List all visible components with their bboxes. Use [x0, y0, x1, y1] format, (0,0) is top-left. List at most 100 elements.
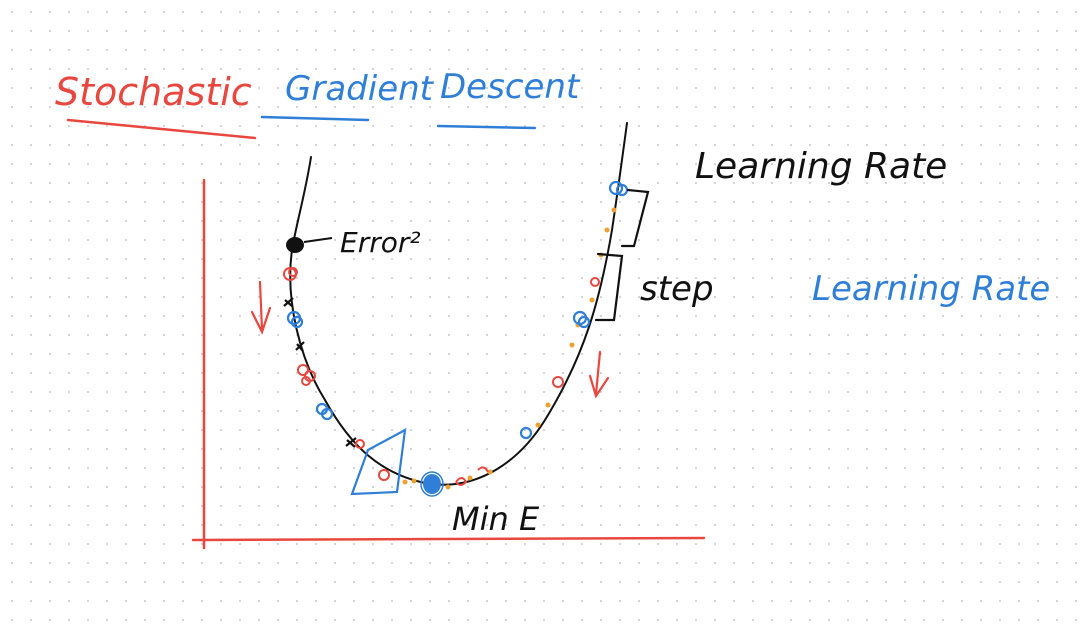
- grid-dot: [771, 600, 773, 602]
- grid-dot: [334, 467, 336, 469]
- grid-dot: [714, 258, 716, 260]
- grid-dot: [885, 410, 887, 412]
- grid-dot: [847, 600, 849, 602]
- grid-dot: [220, 353, 222, 355]
- grid-dot: [543, 505, 545, 507]
- grid-dot: [182, 125, 184, 127]
- grid-dot: [809, 258, 811, 260]
- grid-dot: [353, 391, 355, 393]
- grid-dot: [885, 30, 887, 32]
- grid-dot: [11, 68, 13, 70]
- grid-dot: [638, 315, 640, 317]
- grid-dot: [524, 391, 526, 393]
- grid-dot: [885, 505, 887, 507]
- grid-dot: [125, 258, 127, 260]
- grid-dot: [353, 296, 355, 298]
- grid-dot: [695, 467, 697, 469]
- grid-dot: [106, 619, 108, 621]
- grid-dot: [676, 144, 678, 146]
- grid-dot: [657, 11, 659, 13]
- grid-dot: [353, 448, 355, 450]
- grid-dot: [106, 220, 108, 222]
- grid-dot: [277, 619, 279, 621]
- grid-dot: [581, 106, 583, 108]
- grid-dot: [923, 277, 925, 279]
- grid-dot: [258, 543, 260, 545]
- grid-dot: [904, 391, 906, 393]
- grid-dot: [980, 543, 982, 545]
- grid-dot: [106, 334, 108, 336]
- grid-dot: [904, 619, 906, 621]
- grid-dot: [391, 353, 393, 355]
- grid-dot: [334, 486, 336, 488]
- grid-dot: [239, 467, 241, 469]
- grid-dot: [87, 125, 89, 127]
- grid-dot: [752, 277, 754, 279]
- grid-dot: [467, 391, 469, 393]
- grid-dot: [391, 144, 393, 146]
- grid-dot: [486, 581, 488, 583]
- grid-dot: [676, 372, 678, 374]
- grid-dot: [524, 524, 526, 526]
- grid-dot: [353, 239, 355, 241]
- grid-dot: [619, 562, 621, 564]
- grid-dot: [524, 68, 526, 70]
- grid-dot: [695, 258, 697, 260]
- grid-dot: [68, 353, 70, 355]
- grid-dot: [334, 239, 336, 241]
- grid-dot: [486, 239, 488, 241]
- grid-dot: [961, 163, 963, 165]
- grid-dot: [866, 182, 868, 184]
- grid-dot: [904, 524, 906, 526]
- grid-dot: [144, 619, 146, 621]
- grid-dot: [182, 296, 184, 298]
- grid-dot: [182, 30, 184, 32]
- grid-dot: [828, 87, 830, 89]
- grid-dot: [809, 524, 811, 526]
- grid-dot: [467, 581, 469, 583]
- grid-dot: [733, 239, 735, 241]
- grid-dot: [524, 410, 526, 412]
- grid-dot: [562, 600, 564, 602]
- grid-dot: [714, 391, 716, 393]
- grid-dot: [961, 505, 963, 507]
- grid-dot: [334, 182, 336, 184]
- grid-dot: [410, 163, 412, 165]
- grid-dot: [885, 524, 887, 526]
- grid-dot: [410, 619, 412, 621]
- grid-dot: [714, 125, 716, 127]
- grid-dot: [695, 87, 697, 89]
- grid-dot: [87, 524, 89, 526]
- grid-dot: [999, 68, 1001, 70]
- grid-dot: [505, 163, 507, 165]
- grid-dot: [543, 372, 545, 374]
- grid-dot: [828, 562, 830, 564]
- grid-dot: [581, 391, 583, 393]
- grid-dot: [619, 87, 621, 89]
- grid-dot: [543, 315, 545, 317]
- grid-dot: [676, 220, 678, 222]
- grid-dot: [163, 353, 165, 355]
- grid-dot: [277, 410, 279, 412]
- grid-dot: [372, 106, 374, 108]
- grid-dot: [68, 182, 70, 184]
- grid-dot: [486, 315, 488, 317]
- grid-dot: [11, 30, 13, 32]
- grid-dot: [30, 315, 32, 317]
- grid-dot: [353, 201, 355, 203]
- grid-dot: [182, 334, 184, 336]
- grid-dot: [790, 125, 792, 127]
- grid-dot: [1056, 106, 1058, 108]
- grid-dot: [600, 258, 602, 260]
- grid-dot: [467, 258, 469, 260]
- grid-dot: [1037, 49, 1039, 51]
- grid-dot: [505, 467, 507, 469]
- grid-dot: [980, 581, 982, 583]
- grid-dot: [391, 182, 393, 184]
- error-curve: [289, 122, 628, 486]
- grid-dot: [106, 125, 108, 127]
- grid-dot: [486, 182, 488, 184]
- grid-dot: [638, 11, 640, 13]
- grid-dot: [315, 258, 317, 260]
- grid-dot: [1056, 410, 1058, 412]
